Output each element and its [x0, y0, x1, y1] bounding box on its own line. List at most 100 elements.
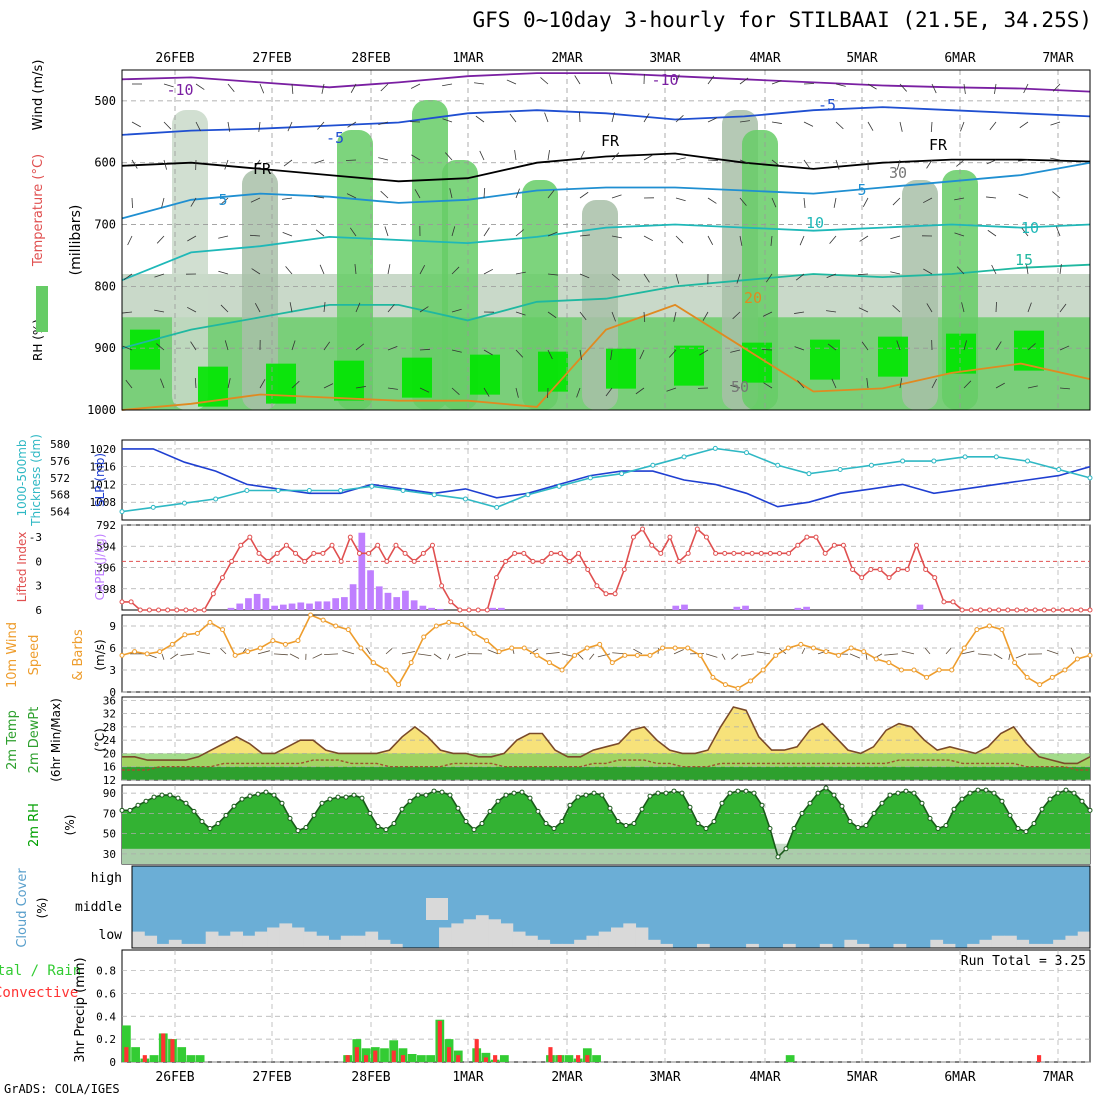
wind-barb — [321, 83, 325, 94]
wind-barb — [739, 197, 747, 206]
li-tick: 6 — [35, 604, 42, 617]
low-cloud-bar — [1016, 939, 1030, 948]
wind-barb — [803, 159, 811, 169]
wind-barb — [410, 83, 421, 89]
li-line-point — [1041, 607, 1047, 613]
surface-wind-barb — [597, 653, 611, 658]
low-cloud-bar — [537, 939, 551, 948]
wind-speed-line-point — [986, 623, 992, 629]
wind-barb — [675, 273, 680, 284]
wind-speed-line-point — [421, 634, 427, 640]
surface-wind-barb — [721, 653, 726, 660]
rh-line-point — [431, 788, 437, 794]
li-line-point — [1078, 607, 1084, 613]
rh-line-point — [775, 854, 781, 860]
wind-barb — [896, 159, 901, 170]
wind-barb — [291, 380, 300, 389]
contour-label: 20 — [744, 289, 762, 307]
temp-unit-label: (°C) — [93, 728, 107, 752]
wind-barb — [762, 311, 773, 317]
wind-barb — [995, 301, 997, 313]
wind-barb — [827, 343, 837, 351]
cape-bar — [314, 601, 322, 610]
wind-barb — [483, 187, 486, 199]
precip-legend-conv: Convective — [0, 985, 78, 1001]
wind-barb — [287, 121, 293, 132]
wind-label-3: & Barbs — [71, 629, 86, 681]
wind-barb — [451, 349, 462, 353]
cape-bar — [410, 600, 418, 610]
wind-speed-line-point — [622, 652, 628, 658]
thickness-line-point — [244, 488, 250, 494]
wind-barb — [163, 83, 174, 88]
wind-barb — [451, 308, 462, 313]
li-line-point — [603, 591, 609, 597]
rh-line-point — [231, 803, 237, 809]
cape-label: CAPE (J/kg) — [93, 534, 107, 601]
wind-speed-line-point — [1074, 656, 1080, 662]
rh-saturated — [606, 348, 636, 389]
bottom-date-label: 4MAR — [749, 1070, 780, 1085]
rh-saturated — [470, 354, 500, 395]
li-line-point — [274, 550, 280, 556]
wind-barb — [890, 271, 901, 275]
rh-line-point — [183, 800, 189, 806]
li-tick: -3 — [29, 531, 42, 544]
li-line-point — [1005, 607, 1011, 613]
wind-barb — [289, 302, 293, 313]
wind-barb — [249, 234, 261, 237]
rh-saturated — [266, 363, 296, 404]
wind-speed-line-point — [999, 627, 1005, 633]
wind-barb — [547, 150, 550, 161]
low-cloud-bar — [635, 927, 649, 948]
wind-speed-line-point — [911, 667, 917, 673]
rh-line-point — [815, 790, 821, 796]
wind-barb — [411, 154, 421, 161]
wind-barb — [707, 159, 719, 162]
cape-bar — [306, 603, 313, 610]
wind-speed-line-point — [886, 660, 892, 666]
wind-barb — [896, 340, 901, 351]
low-cloud-bar — [500, 923, 514, 948]
wind-barb — [1059, 303, 1067, 313]
temp-label-3: (6hr Min/Max) — [49, 698, 63, 782]
temp-contour — [121, 152, 1091, 183]
low-cloud-bar — [586, 935, 600, 948]
low-cloud-bar — [647, 939, 661, 948]
wind-barb — [187, 235, 197, 242]
low-cloud-bar — [488, 919, 501, 948]
thickness-line-point — [338, 488, 344, 494]
wind-barb — [931, 378, 937, 389]
li-line-point — [1050, 607, 1056, 613]
wind-barb — [419, 387, 430, 393]
wind-barb — [515, 349, 524, 358]
wind-barb — [826, 273, 837, 278]
cloud-frame — [131, 865, 1091, 949]
thickness-line-point — [525, 492, 531, 498]
wind-speed-line-point — [182, 632, 188, 638]
precip-total-bar — [499, 1055, 509, 1062]
low-cloud-bar — [782, 943, 796, 948]
low-cloud-bar — [856, 943, 870, 948]
contour-label: FR — [929, 136, 948, 154]
li-line-point — [429, 542, 435, 548]
wind-barb — [291, 83, 294, 94]
wind-barb — [956, 159, 965, 167]
wind-speed-line-point — [873, 656, 879, 662]
wind-barb — [892, 305, 901, 313]
rh-line-point — [303, 825, 309, 831]
surface-wind-barb — [740, 653, 755, 657]
precip-total-bar — [186, 1055, 196, 1062]
wind-barb — [867, 83, 877, 90]
contour-label: -5 — [818, 96, 836, 114]
low-cloud-bar — [512, 931, 526, 948]
wind-barb — [930, 121, 933, 133]
thickness-line-point — [619, 471, 625, 477]
rh-line-point — [175, 795, 181, 801]
rh-line-point — [663, 790, 669, 796]
precip-total-bar — [195, 1055, 205, 1062]
wind-speed-line-point — [119, 652, 125, 658]
rh-tower — [742, 130, 778, 410]
